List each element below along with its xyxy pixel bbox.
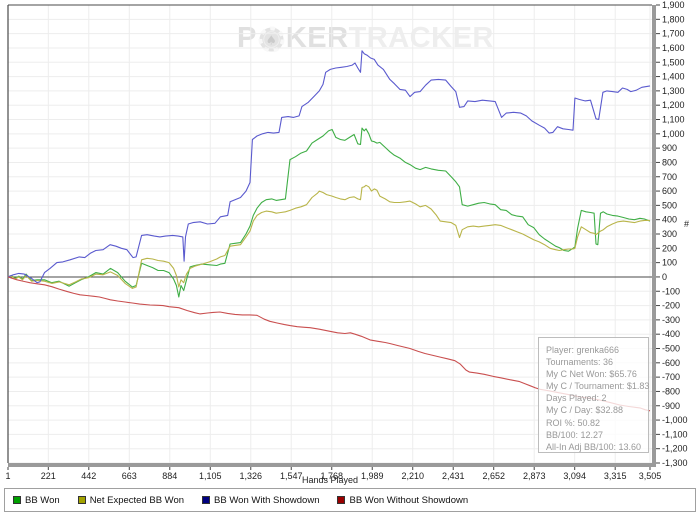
y-tick-label: 0 [662, 272, 667, 282]
stat-days-played: Days Played: 2 [546, 393, 607, 404]
y-tick-label: 100 [662, 258, 677, 268]
y-tick-label: 1,500 [662, 57, 685, 67]
series-bb-won [7, 127, 651, 298]
series-bb-won-without-showdown [7, 276, 651, 412]
x-tick-label: 663 [122, 471, 137, 481]
x-tick-label: 1,547 [280, 471, 303, 481]
x-tick-label: 2,431 [442, 471, 465, 481]
legend-label-bb-won: BB Won [25, 494, 60, 506]
x-tick-label: 3,094 [563, 471, 586, 481]
series-bb-won-with-showdown [7, 50, 651, 284]
legend-item-bb-won[interactable]: BB Won [13, 495, 60, 506]
y-tick-label: 1,700 [662, 29, 685, 39]
y-tick-label: 1,800 [662, 14, 685, 24]
x-tick-label: 221 [41, 471, 56, 481]
legend-item-bb-won-with-showdown[interactable]: BB Won With Showdown [202, 495, 319, 506]
session-stats-box: Player: grenka666 Tournaments: 36 My C N… [538, 337, 649, 453]
y-axis-bar [652, 5, 656, 467]
y-tick-label: -1,300 [662, 458, 688, 468]
y-tick-label: 1,400 [662, 72, 685, 82]
watermark-ker-text: KER [285, 22, 349, 54]
x-tick-label: 1,326 [239, 471, 262, 481]
y-tick-label: 1,200 [662, 100, 685, 110]
x-axis-bar [8, 463, 656, 467]
x-tick-label: 884 [162, 471, 177, 481]
chart-legend: BB Won Net Expected BB Won BB Won With S… [4, 488, 696, 512]
x-tick-label: 1,105 [199, 471, 222, 481]
y-tick-label: -400 [662, 329, 680, 339]
x-tick-label: 1,768 [320, 471, 343, 481]
y-tick-label: -1,000 [662, 415, 688, 425]
y-tick-label: 1,900 [662, 0, 685, 10]
y-tick-label: 200 [662, 243, 677, 253]
y-axis-title: # [684, 219, 690, 229]
y-tick-label: 400 [662, 215, 677, 225]
x-tick-label: 3,505 [639, 471, 662, 481]
y-tick-label: 1,600 [662, 43, 685, 53]
legend-item-net-expected-bb-won[interactable]: Net Expected BB Won [77, 494, 185, 506]
watermark-poker-text: P [237, 22, 257, 54]
y-tick-label: -900 [662, 401, 680, 411]
stat-player: Player: grenka666 [546, 345, 620, 355]
x-tick-label: 1,989 [361, 471, 384, 481]
legend-swatch-bb-won-with-showdown [202, 496, 211, 504]
y-tick-label: -200 [662, 301, 680, 311]
y-tick-label: 1,000 [662, 129, 685, 139]
x-tick-label: 442 [81, 471, 96, 481]
y-tick-label: 500 [662, 200, 677, 210]
legend-item-bb-won-without-showdown[interactable]: BB Won Without Showdown [337, 495, 468, 506]
x-tick-label: 3,315 [604, 471, 627, 481]
y-tick-label: -300 [662, 315, 680, 325]
y-tick-label: 800 [662, 157, 677, 167]
y-tick-label: -500 [662, 344, 680, 354]
y-tick-label: 900 [662, 143, 677, 153]
legend-label-net-expected-bb-won: Net Expected BB Won [89, 494, 185, 506]
y-tick-label: -800 [662, 386, 680, 396]
y-tick-label: 1,300 [662, 86, 685, 96]
stat-tournaments: Tournaments: 36 [546, 357, 614, 368]
stat-net-won: My C Net Won: $65.76 [546, 369, 637, 380]
y-tick-label: -1,200 [662, 444, 688, 454]
y-tick-label: 700 [662, 172, 677, 182]
stat-per-tournament: My C / Tournament: $1.83 [546, 381, 650, 392]
stat-allin-adj-bb100: All-In Adj BB/100: 13.60 [546, 441, 642, 452]
x-tick-label: 2,652 [482, 471, 505, 481]
x-tick-label: 2,210 [401, 471, 424, 481]
y-tick-label: -700 [662, 372, 680, 382]
y-tick-label: -600 [662, 358, 680, 368]
y-tick-label: 600 [662, 186, 677, 196]
x-tick-label: 1 [5, 471, 10, 481]
y-tick-label: -1,100 [662, 429, 688, 439]
legend-label-bb-won-without-showdown: BB Won Without Showdown [349, 494, 469, 506]
y-tick-label: -100 [662, 286, 680, 296]
x-tick-label: 2,873 [523, 471, 546, 481]
y-tick-label: 300 [662, 229, 677, 239]
x-axis-title: Hands Played [302, 475, 359, 485]
legend-swatch-bb-won-without-showdown [337, 496, 346, 504]
stat-per-day: My C / Day: $32.88 [546, 405, 624, 416]
stat-bb100: BB/100: 12.27 [546, 429, 604, 440]
legend-label-bb-won-with-showdown: BB Won With Showdown [214, 494, 320, 506]
legend-swatch-net-expected-bb-won [77, 496, 86, 504]
series-net-expected-bb-won [7, 184, 650, 289]
y-tick-label: 1,100 [662, 115, 685, 125]
svg-text:♠: ♠ [265, 32, 277, 47]
legend-swatch-bb-won [13, 496, 21, 504]
stat-roi: ROI %: 50.82 [546, 417, 601, 428]
